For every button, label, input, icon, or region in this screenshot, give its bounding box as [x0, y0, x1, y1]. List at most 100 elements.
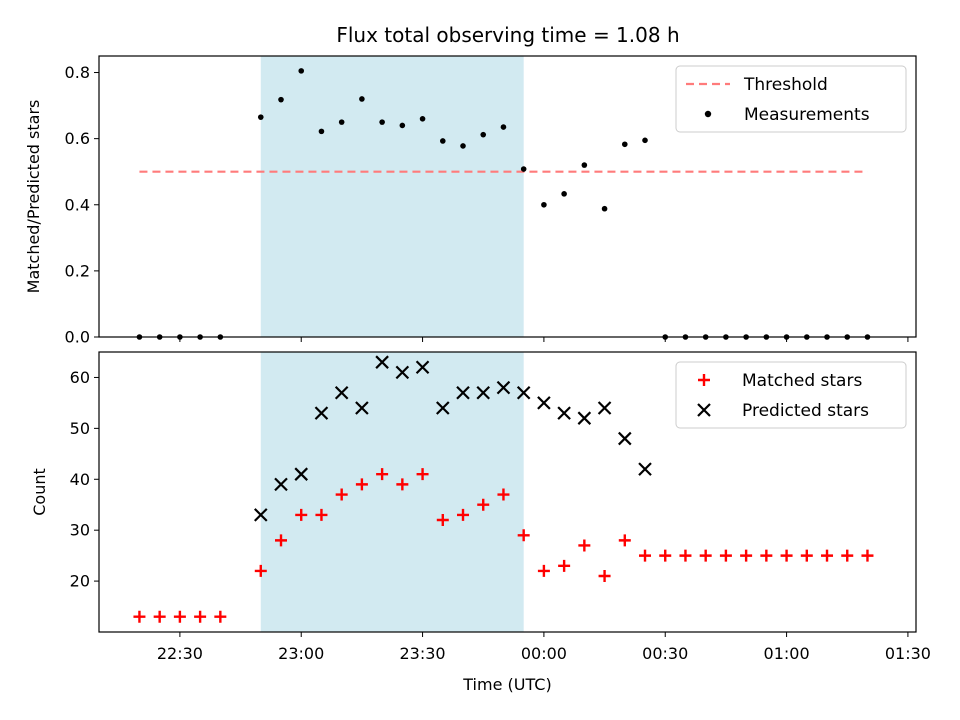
- predicted-point: [415, 360, 430, 375]
- predicted-point: [274, 477, 288, 492]
- legend-matched-label: Matched stars: [742, 371, 862, 391]
- matched-point: [194, 610, 207, 623]
- matched-point: [497, 488, 510, 501]
- predicted-point: [496, 380, 511, 395]
- bottom-panel: 20 30 40 50 60 22:30 23:00 23:30 00:00 00:30 01:00…: [30, 351, 931, 694]
- predicted-point: [254, 508, 268, 522]
- measurement-point: [278, 96, 284, 103]
- predicted-point: [314, 406, 329, 420]
- x-axis-label: Time (UTC): [462, 675, 551, 694]
- top-plot-frame: [98, 55, 917, 338]
- matched-point: [315, 508, 328, 521]
- top-panel: 0.0 0.2 0.4 0.6 0.8 Matched/Predicted stars T…: [24, 55, 917, 347]
- matched-point: [153, 610, 166, 623]
- measurement-point: [399, 122, 406, 129]
- predicted-point: [395, 365, 410, 380]
- shaded-interval: [260, 352, 524, 632]
- y-axis-label: Count: [30, 468, 49, 516]
- predicted-point: [436, 401, 450, 415]
- measurement-point: [621, 141, 628, 148]
- measurement-point: [500, 124, 507, 130]
- matched-point: [254, 564, 267, 577]
- measurement-point: [257, 114, 264, 120]
- bottom-plot-frame: [98, 351, 917, 633]
- matched-point: [558, 559, 571, 572]
- matched-point: [821, 549, 834, 562]
- matched-point: [275, 534, 288, 547]
- matched-point: [699, 549, 712, 562]
- matched-point: [639, 549, 652, 562]
- predicted-point: [557, 406, 571, 420]
- matched-point: [436, 514, 449, 526]
- measurement-point: [520, 166, 527, 172]
- y-tick-label: 60: [70, 368, 90, 387]
- x-marker: [697, 403, 711, 417]
- matched-point: [355, 478, 368, 491]
- y-tick-label: 50: [70, 419, 90, 438]
- legend-matched-swatch: [698, 374, 710, 386]
- legend-measurements-swatch: [704, 110, 712, 118]
- y-tick-label: 0.6: [65, 129, 90, 148]
- matched-point: [841, 549, 854, 562]
- bottom-legend: Matched stars Predicted stars: [675, 361, 907, 429]
- shaded-interval: [260, 56, 524, 337]
- measurement-point: [480, 131, 487, 138]
- y-axis-label: Matched/Predicted stars: [24, 100, 43, 294]
- matched-point: [335, 488, 348, 501]
- y-tick-label: 0.2: [65, 261, 90, 280]
- x-tick-label: 22:30: [157, 644, 203, 663]
- predicted-point: [597, 401, 612, 415]
- plus-marker: [698, 374, 710, 386]
- measurement-point: [541, 201, 547, 208]
- measurement-point: [439, 138, 446, 144]
- measurement-point: [561, 191, 567, 197]
- top-legend: Threshold Measurements: [675, 65, 907, 133]
- legend-measurements-label: Measurements: [744, 105, 870, 125]
- y-tick-label: 0.8: [65, 63, 90, 82]
- x-tick-label: 23:30: [400, 644, 446, 663]
- matched-point: [376, 468, 389, 481]
- legend-predicted-label: Predicted stars: [742, 401, 869, 421]
- measurement-point: [601, 205, 608, 212]
- matched-point: [537, 564, 550, 577]
- measurement-point: [338, 119, 345, 125]
- matched-point: [618, 534, 631, 547]
- predicted-point: [537, 396, 551, 410]
- legend-predicted-swatch: [697, 403, 711, 417]
- predicted-point: [334, 385, 349, 400]
- matched-point: [578, 539, 591, 552]
- matched-point: [861, 549, 874, 562]
- measurement-point: [379, 119, 385, 125]
- predicted-point: [476, 385, 491, 400]
- y-tick-label: 0.0: [65, 328, 90, 347]
- matched-point: [598, 570, 611, 582]
- y-tick-label: 0.4: [65, 195, 90, 214]
- matched-point: [659, 549, 672, 562]
- matched-point: [780, 549, 793, 562]
- predicted-point: [577, 411, 592, 425]
- measurement-point: [298, 68, 305, 74]
- matched-point: [517, 529, 530, 542]
- matched-point: [800, 549, 813, 562]
- x-tick-label: 00:30: [642, 644, 688, 663]
- predicted-point: [618, 431, 632, 446]
- figure-title: Flux total observing time = 1.08 h: [336, 23, 679, 47]
- matched-point: [740, 549, 753, 562]
- matched-point: [133, 610, 146, 623]
- x-tick-label: 00:00: [521, 644, 567, 663]
- measurement-point: [419, 116, 426, 122]
- predicted-point: [355, 401, 369, 415]
- matched-point: [477, 498, 490, 511]
- x-tick-label: 23:00: [278, 644, 324, 663]
- x-tick-label: 01:00: [764, 644, 810, 663]
- matched-point: [173, 610, 186, 623]
- x-tick-label: 01:30: [885, 644, 931, 663]
- measurement-point: [581, 162, 588, 168]
- predicted-point: [456, 385, 470, 400]
- matched-point: [679, 549, 692, 562]
- matched-point: [396, 478, 409, 491]
- predicted-point: [638, 462, 652, 476]
- y-tick-label: 30: [70, 521, 90, 540]
- y-tick-label: 40: [70, 470, 90, 489]
